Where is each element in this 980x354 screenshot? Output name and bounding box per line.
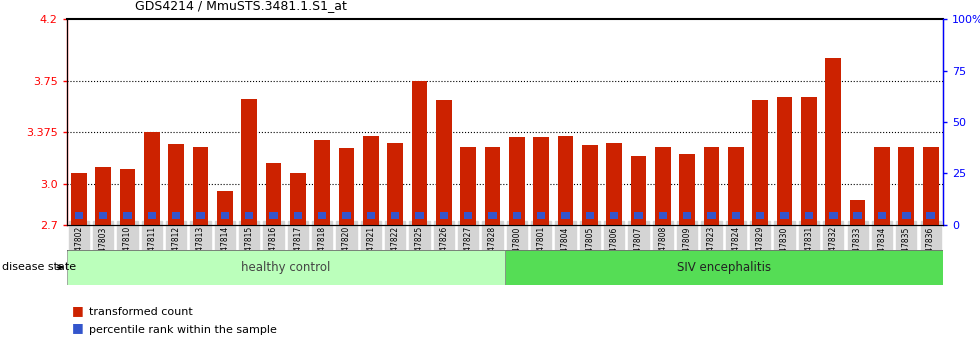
- Bar: [854, 212, 861, 219]
- Text: ■: ■: [72, 304, 83, 317]
- Text: healthy control: healthy control: [241, 261, 330, 274]
- Bar: [659, 212, 667, 219]
- Bar: [655, 147, 670, 225]
- Text: ■: ■: [72, 321, 83, 335]
- Bar: [266, 163, 281, 225]
- Bar: [220, 212, 229, 219]
- Bar: [144, 132, 160, 225]
- Text: GDS4214 / MmuSTS.3481.1.S1_at: GDS4214 / MmuSTS.3481.1.S1_at: [135, 0, 347, 12]
- Bar: [777, 97, 793, 225]
- Bar: [513, 212, 521, 219]
- Bar: [342, 212, 351, 219]
- Bar: [387, 143, 403, 225]
- Bar: [416, 212, 423, 219]
- Bar: [294, 212, 302, 219]
- Bar: [196, 212, 205, 219]
- Bar: [148, 212, 156, 219]
- Bar: [801, 97, 816, 225]
- Bar: [829, 212, 838, 219]
- Bar: [899, 147, 914, 225]
- Bar: [74, 212, 83, 219]
- Bar: [339, 148, 355, 225]
- Bar: [509, 137, 524, 225]
- Bar: [464, 212, 472, 219]
- Bar: [533, 137, 549, 225]
- Bar: [67, 250, 505, 285]
- Bar: [485, 147, 501, 225]
- Bar: [488, 212, 497, 219]
- Bar: [631, 156, 647, 225]
- Bar: [172, 212, 180, 219]
- Bar: [610, 212, 618, 219]
- Bar: [850, 200, 865, 225]
- Bar: [679, 154, 695, 225]
- Text: percentile rank within the sample: percentile rank within the sample: [89, 325, 277, 335]
- Bar: [315, 140, 330, 225]
- Bar: [728, 147, 744, 225]
- Bar: [634, 212, 643, 219]
- Bar: [874, 147, 890, 225]
- Bar: [562, 212, 569, 219]
- Bar: [95, 167, 111, 225]
- Text: transformed count: transformed count: [89, 307, 193, 317]
- Bar: [756, 212, 764, 219]
- Bar: [71, 173, 86, 225]
- Bar: [537, 212, 546, 219]
- Bar: [193, 147, 209, 225]
- Bar: [120, 169, 135, 225]
- Bar: [99, 212, 108, 219]
- Text: disease state: disease state: [2, 262, 76, 272]
- Bar: [926, 212, 935, 219]
- Bar: [582, 145, 598, 225]
- Bar: [805, 212, 813, 219]
- Bar: [217, 190, 232, 225]
- Bar: [780, 212, 789, 219]
- Text: SIV encephalitis: SIV encephalitis: [676, 261, 771, 274]
- Bar: [290, 173, 306, 225]
- Bar: [436, 100, 452, 225]
- Bar: [558, 136, 573, 225]
- Bar: [505, 250, 943, 285]
- Bar: [683, 212, 692, 219]
- Bar: [318, 212, 326, 219]
- Bar: [704, 147, 719, 225]
- Bar: [367, 212, 375, 219]
- Bar: [708, 212, 715, 219]
- Bar: [753, 100, 768, 225]
- Bar: [902, 212, 910, 219]
- Bar: [270, 212, 277, 219]
- Bar: [586, 212, 594, 219]
- Bar: [607, 143, 622, 225]
- Bar: [732, 212, 740, 219]
- Bar: [878, 212, 886, 219]
- Bar: [169, 144, 184, 225]
- Bar: [923, 147, 939, 225]
- Bar: [241, 99, 257, 225]
- Bar: [440, 212, 448, 219]
- Bar: [412, 81, 427, 225]
- Bar: [461, 147, 476, 225]
- Bar: [245, 212, 254, 219]
- Bar: [391, 212, 400, 219]
- Bar: [123, 212, 131, 219]
- Bar: [825, 58, 841, 225]
- Bar: [363, 136, 378, 225]
